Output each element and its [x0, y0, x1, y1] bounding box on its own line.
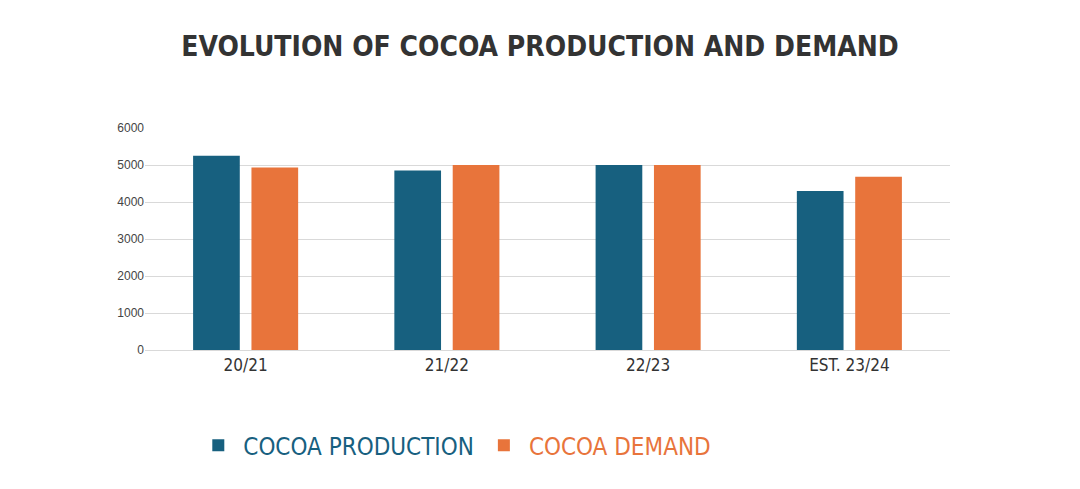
svg-text:22/23: 22/23: [626, 355, 670, 375]
svg-text:21/22: 21/22: [425, 355, 469, 375]
svg-text:EVOLUTION OF COCOA PRODUCTION: EVOLUTION OF COCOA PRODUCTION AND DEMAND: [181, 30, 899, 63]
svg-text:1000: 1000: [117, 306, 144, 320]
svg-text:20/21: 20/21: [224, 355, 268, 375]
svg-text:3000: 3000: [117, 232, 144, 246]
svg-text:4000: 4000: [117, 195, 144, 209]
svg-text:EST. 23/24: EST. 23/24: [809, 355, 889, 375]
svg-text:2000: 2000: [117, 269, 144, 283]
svg-text:COCOA DEMAND: COCOA DEMAND: [529, 433, 711, 461]
svg-text:COCOA PRODUCTION: COCOA PRODUCTION: [243, 433, 474, 461]
svg-text:0: 0: [137, 343, 144, 357]
svg-text:6000: 6000: [117, 121, 144, 135]
svg-text:5000: 5000: [117, 158, 144, 172]
